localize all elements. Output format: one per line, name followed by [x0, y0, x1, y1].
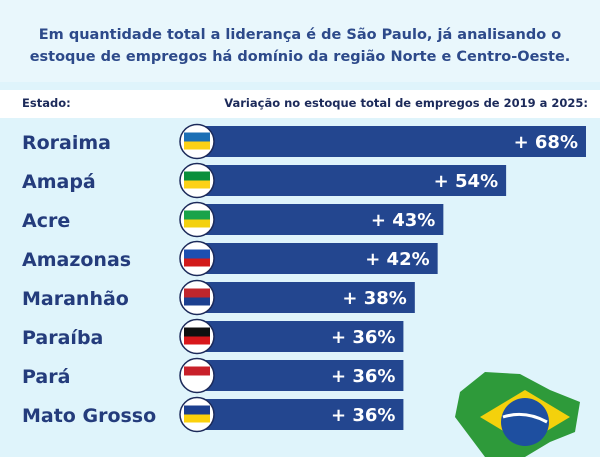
bar-acre	[198, 204, 444, 235]
subtitle-line-2: estoque de empregos há domínio da região…	[29, 49, 571, 65]
brazil-map-icon	[455, 372, 580, 457]
state-flag-icon	[179, 279, 215, 316]
state-flag-icon	[179, 318, 215, 355]
category-label: Amapá	[22, 171, 96, 193]
category-label: Maranhão	[22, 288, 129, 310]
category-label: Paraíba	[22, 327, 103, 349]
value-label: + 43%	[371, 210, 435, 231]
chart-subtitle: Em quantidade total a liderança é de São…	[10, 24, 590, 68]
bar-pará	[198, 360, 404, 391]
category-label: Amazonas	[22, 249, 131, 271]
value-header: Variação no estoque total de empregos de…	[224, 96, 588, 110]
state-flag-icon	[179, 201, 215, 238]
bar-mato-grosso	[198, 399, 404, 430]
state-flag-icon	[179, 162, 215, 199]
header-band	[0, 90, 600, 118]
value-label: + 54%	[434, 171, 498, 192]
state-flag-icon	[179, 357, 215, 394]
subtitle-line-1: Em quantidade total a liderança é de São…	[38, 27, 562, 43]
value-label: + 36%	[331, 366, 395, 387]
value-label: + 68%	[514, 132, 578, 153]
bar-maranhão	[198, 282, 415, 313]
value-label: + 38%	[342, 288, 406, 309]
category-header: Estado:	[22, 96, 71, 110]
state-flag-icon	[179, 240, 215, 277]
bar-paraíba	[198, 321, 404, 352]
category-label: Roraima	[22, 132, 111, 154]
bar-roraima	[198, 126, 586, 157]
value-label: + 36%	[331, 327, 395, 348]
category-label: Mato Grosso	[22, 405, 156, 427]
state-flag-icon	[179, 123, 215, 160]
category-label: Acre	[22, 210, 70, 232]
bar-amazonas	[198, 243, 438, 274]
state-flag-icon	[179, 396, 215, 433]
category-label: Pará	[22, 366, 70, 388]
value-label: + 42%	[365, 249, 429, 270]
value-label: + 36%	[331, 405, 395, 426]
header-banner	[0, 0, 600, 82]
bar-amapá	[198, 165, 507, 196]
